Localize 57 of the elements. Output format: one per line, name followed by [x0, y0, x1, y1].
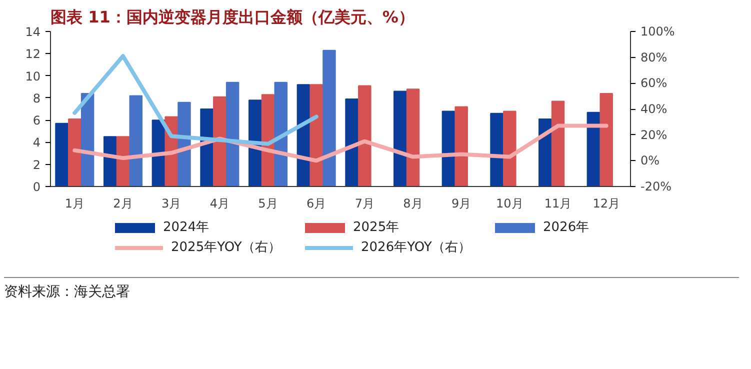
y2-tick-label: 20%: [640, 128, 668, 142]
y-tick-label: 8: [32, 91, 41, 106]
bar: [129, 95, 143, 186]
y-tick-label: 2: [32, 158, 41, 172]
x-tick-label: 1月: [64, 196, 84, 210]
x-tick-label: 5月: [258, 196, 278, 210]
y-tick-label: 14: [25, 25, 41, 39]
bar: [490, 112, 504, 186]
y2-tick-label: 60%: [640, 76, 668, 90]
x-tick-label: 2月: [113, 196, 133, 210]
bar: [310, 84, 323, 186]
legend-label: 2025年YOY（右）: [171, 238, 281, 257]
y2-tick-label: 80%: [640, 50, 668, 64]
y-tick-label: 12: [25, 47, 41, 62]
y2-tick-label: -20%: [640, 180, 672, 194]
chart-title: 图表 11：国内逆变器月度出口金额（亿美元、%）: [50, 8, 414, 26]
legend-label: 2026年: [543, 218, 590, 237]
y-tick-label: 4: [32, 136, 41, 150]
x-tick-label: 9月: [452, 196, 472, 210]
line-series: [72, 54, 318, 146]
bar: [551, 100, 565, 186]
y2-tick-label: 100%: [640, 24, 675, 38]
bar: [103, 136, 117, 186]
bar: [55, 122, 68, 186]
bar: [538, 118, 552, 186]
y-tick-label: 6: [32, 114, 41, 128]
text: 资料来源：海关总署: [4, 277, 739, 302]
y2-tick-label: 40%: [640, 102, 668, 116]
bar: [358, 85, 372, 186]
y2-tick-label: 0%: [640, 154, 660, 168]
line-series: [72, 124, 608, 163]
x-tick-label: 6月: [306, 196, 326, 210]
legend-label: 2025年: [353, 218, 400, 237]
bar: [503, 110, 516, 186]
x-tick-label: 3月: [162, 196, 182, 210]
bar: [406, 88, 420, 186]
bar: [274, 82, 288, 186]
bar: [226, 82, 240, 186]
x-tick-label: 8月: [403, 196, 423, 210]
legend-label: 2026年YOY（右）: [361, 238, 471, 257]
y-tick-label: 10: [25, 69, 41, 84]
bar: [68, 118, 82, 186]
bar: [393, 90, 407, 186]
legend-label: 2024年: [163, 218, 210, 237]
bar: [116, 136, 130, 186]
x-tick-label: 4月: [210, 196, 230, 210]
x-tick-label: 10月: [496, 196, 524, 210]
x-tick-label: 12月: [592, 196, 620, 210]
x-tick-label: 7月: [354, 196, 374, 210]
bar: [345, 98, 358, 186]
bar: [322, 50, 336, 186]
x-tick-label: 11月: [544, 196, 572, 210]
bar: [600, 93, 613, 186]
y-tick-label: 0: [32, 180, 41, 194]
bar: [454, 106, 468, 186]
bar: [213, 96, 226, 186]
bar: [178, 102, 191, 186]
